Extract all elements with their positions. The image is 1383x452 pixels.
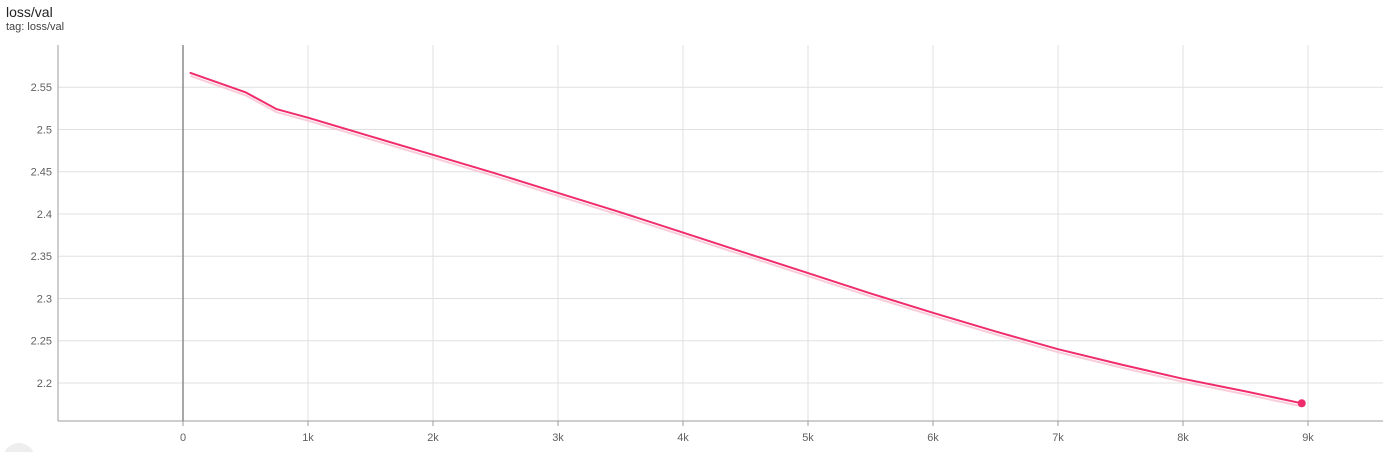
y-tick-label: 2.55 bbox=[31, 82, 52, 94]
chart-tag: tag: loss/val bbox=[6, 21, 65, 33]
y-tick-label: 2.45 bbox=[31, 167, 52, 179]
x-tick-label: 2k bbox=[427, 432, 439, 444]
x-tick-label: 1k bbox=[302, 432, 314, 444]
y-tick-label: 2.5 bbox=[37, 124, 52, 136]
x-tick-label: 0 bbox=[180, 432, 186, 444]
x-tick-label: 5k bbox=[802, 432, 814, 444]
y-tick-label: 2.4 bbox=[37, 209, 52, 221]
last-point-marker bbox=[1297, 399, 1306, 408]
chart-title: loss/val bbox=[6, 4, 53, 20]
y-tick-label: 2.35 bbox=[31, 251, 52, 263]
y-tick-label: 2.2 bbox=[37, 378, 52, 390]
x-tick-label: 8k bbox=[1177, 432, 1189, 444]
series-line-raw bbox=[190, 74, 1303, 408]
x-tick-label: 3k bbox=[552, 432, 564, 444]
y-tick-label: 2.3 bbox=[37, 293, 52, 305]
y-tick-label: 2.25 bbox=[31, 336, 52, 348]
x-tick-label: 4k bbox=[677, 432, 689, 444]
series-line bbox=[189, 71, 1303, 405]
axis-layer bbox=[57, 45, 1383, 426]
x-tick-label: 7k bbox=[1052, 432, 1064, 444]
chart-options-button[interactable] bbox=[3, 443, 35, 452]
series-layer bbox=[189, 71, 1306, 408]
x-tick-label: 6k bbox=[927, 432, 939, 444]
grid-layer bbox=[58, 45, 1383, 421]
tick-label-layer: 2.2 2.25 2.3 2.35 2.4 2.45 2.5 2.55 0 1k 2k 3k 4k 5k 6… bbox=[31, 82, 1315, 444]
x-tick-label: 9k bbox=[1302, 432, 1314, 444]
